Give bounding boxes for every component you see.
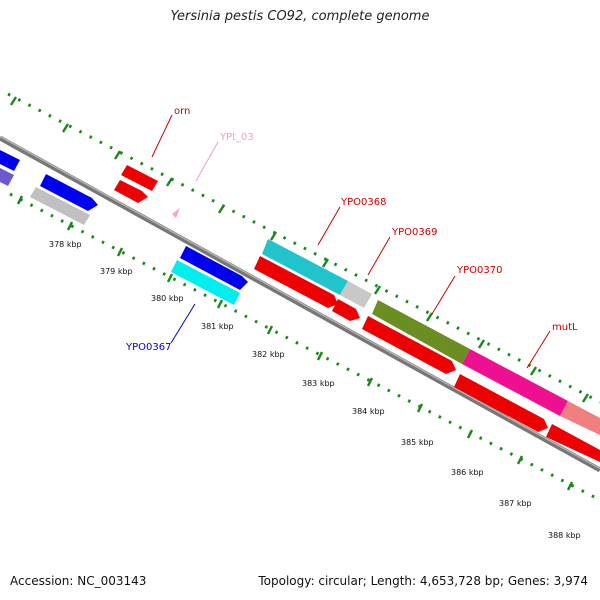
gene-label-ypo0369: YPO0369 xyxy=(391,227,437,238)
scale-label-385: 385 kbp xyxy=(401,438,434,447)
gene-feature xyxy=(171,260,240,305)
gene-feature xyxy=(362,316,456,374)
gene-feature xyxy=(0,168,14,186)
gene-feature xyxy=(262,239,348,295)
gene-feature xyxy=(372,300,470,364)
outer-major-ticks xyxy=(9,96,590,403)
inner-major-ticks xyxy=(16,195,574,491)
gene-feature xyxy=(40,174,98,211)
gene-label-mutl: mutL xyxy=(552,322,578,333)
gene-feature xyxy=(462,349,568,416)
scale-label-386: 386 kbp xyxy=(451,468,484,477)
gene-feature xyxy=(30,187,90,225)
gene-feature xyxy=(254,256,338,308)
gene-label-orn: orn xyxy=(174,106,190,117)
gene-label-ypo0370: YPO0370 xyxy=(456,265,502,276)
scale-label-378: 378 kbp xyxy=(49,240,82,249)
gene-feature xyxy=(546,424,600,462)
scale-label-379: 379 kbp xyxy=(100,267,133,276)
genome-summary-text: Topology: circular; Length: 4,653,728 bp… xyxy=(258,574,588,588)
inner-tick-track xyxy=(9,192,600,502)
gene-feature xyxy=(332,299,360,321)
scale-label-383: 383 kbp xyxy=(302,379,335,388)
gene-label-ypt03: YPt_03 xyxy=(219,132,254,143)
trna-feature xyxy=(172,208,180,218)
label-leaders xyxy=(151,114,551,369)
gene-feature xyxy=(560,401,600,435)
gene-feature xyxy=(114,180,148,203)
gene-features xyxy=(0,150,600,462)
gene-feature xyxy=(180,246,248,290)
map-title: Yersinia pestis CO92, complete genome xyxy=(170,9,430,24)
accession-text: Accession: NC_003143 xyxy=(10,574,147,588)
scale-label-388: 388 kbp xyxy=(548,531,581,540)
gene-label-ypo0368: YPO0368 xyxy=(340,197,386,208)
outer-tick-track xyxy=(7,92,600,404)
genome-backbone xyxy=(0,135,600,473)
scale-label-384: 384 kbp xyxy=(352,407,385,416)
scale-label-380: 380 kbp xyxy=(151,294,184,303)
scale-label-381: 381 kbp xyxy=(201,322,234,331)
scale-label-382: 382 kbp xyxy=(252,350,285,359)
gene-feature xyxy=(340,281,372,308)
gene-feature xyxy=(121,165,158,191)
scale-label-387: 387 kbp xyxy=(499,499,532,508)
gene-label-ypo0367: YPO0367 xyxy=(125,342,171,353)
gene-feature xyxy=(454,374,548,432)
gene-feature xyxy=(0,150,20,171)
